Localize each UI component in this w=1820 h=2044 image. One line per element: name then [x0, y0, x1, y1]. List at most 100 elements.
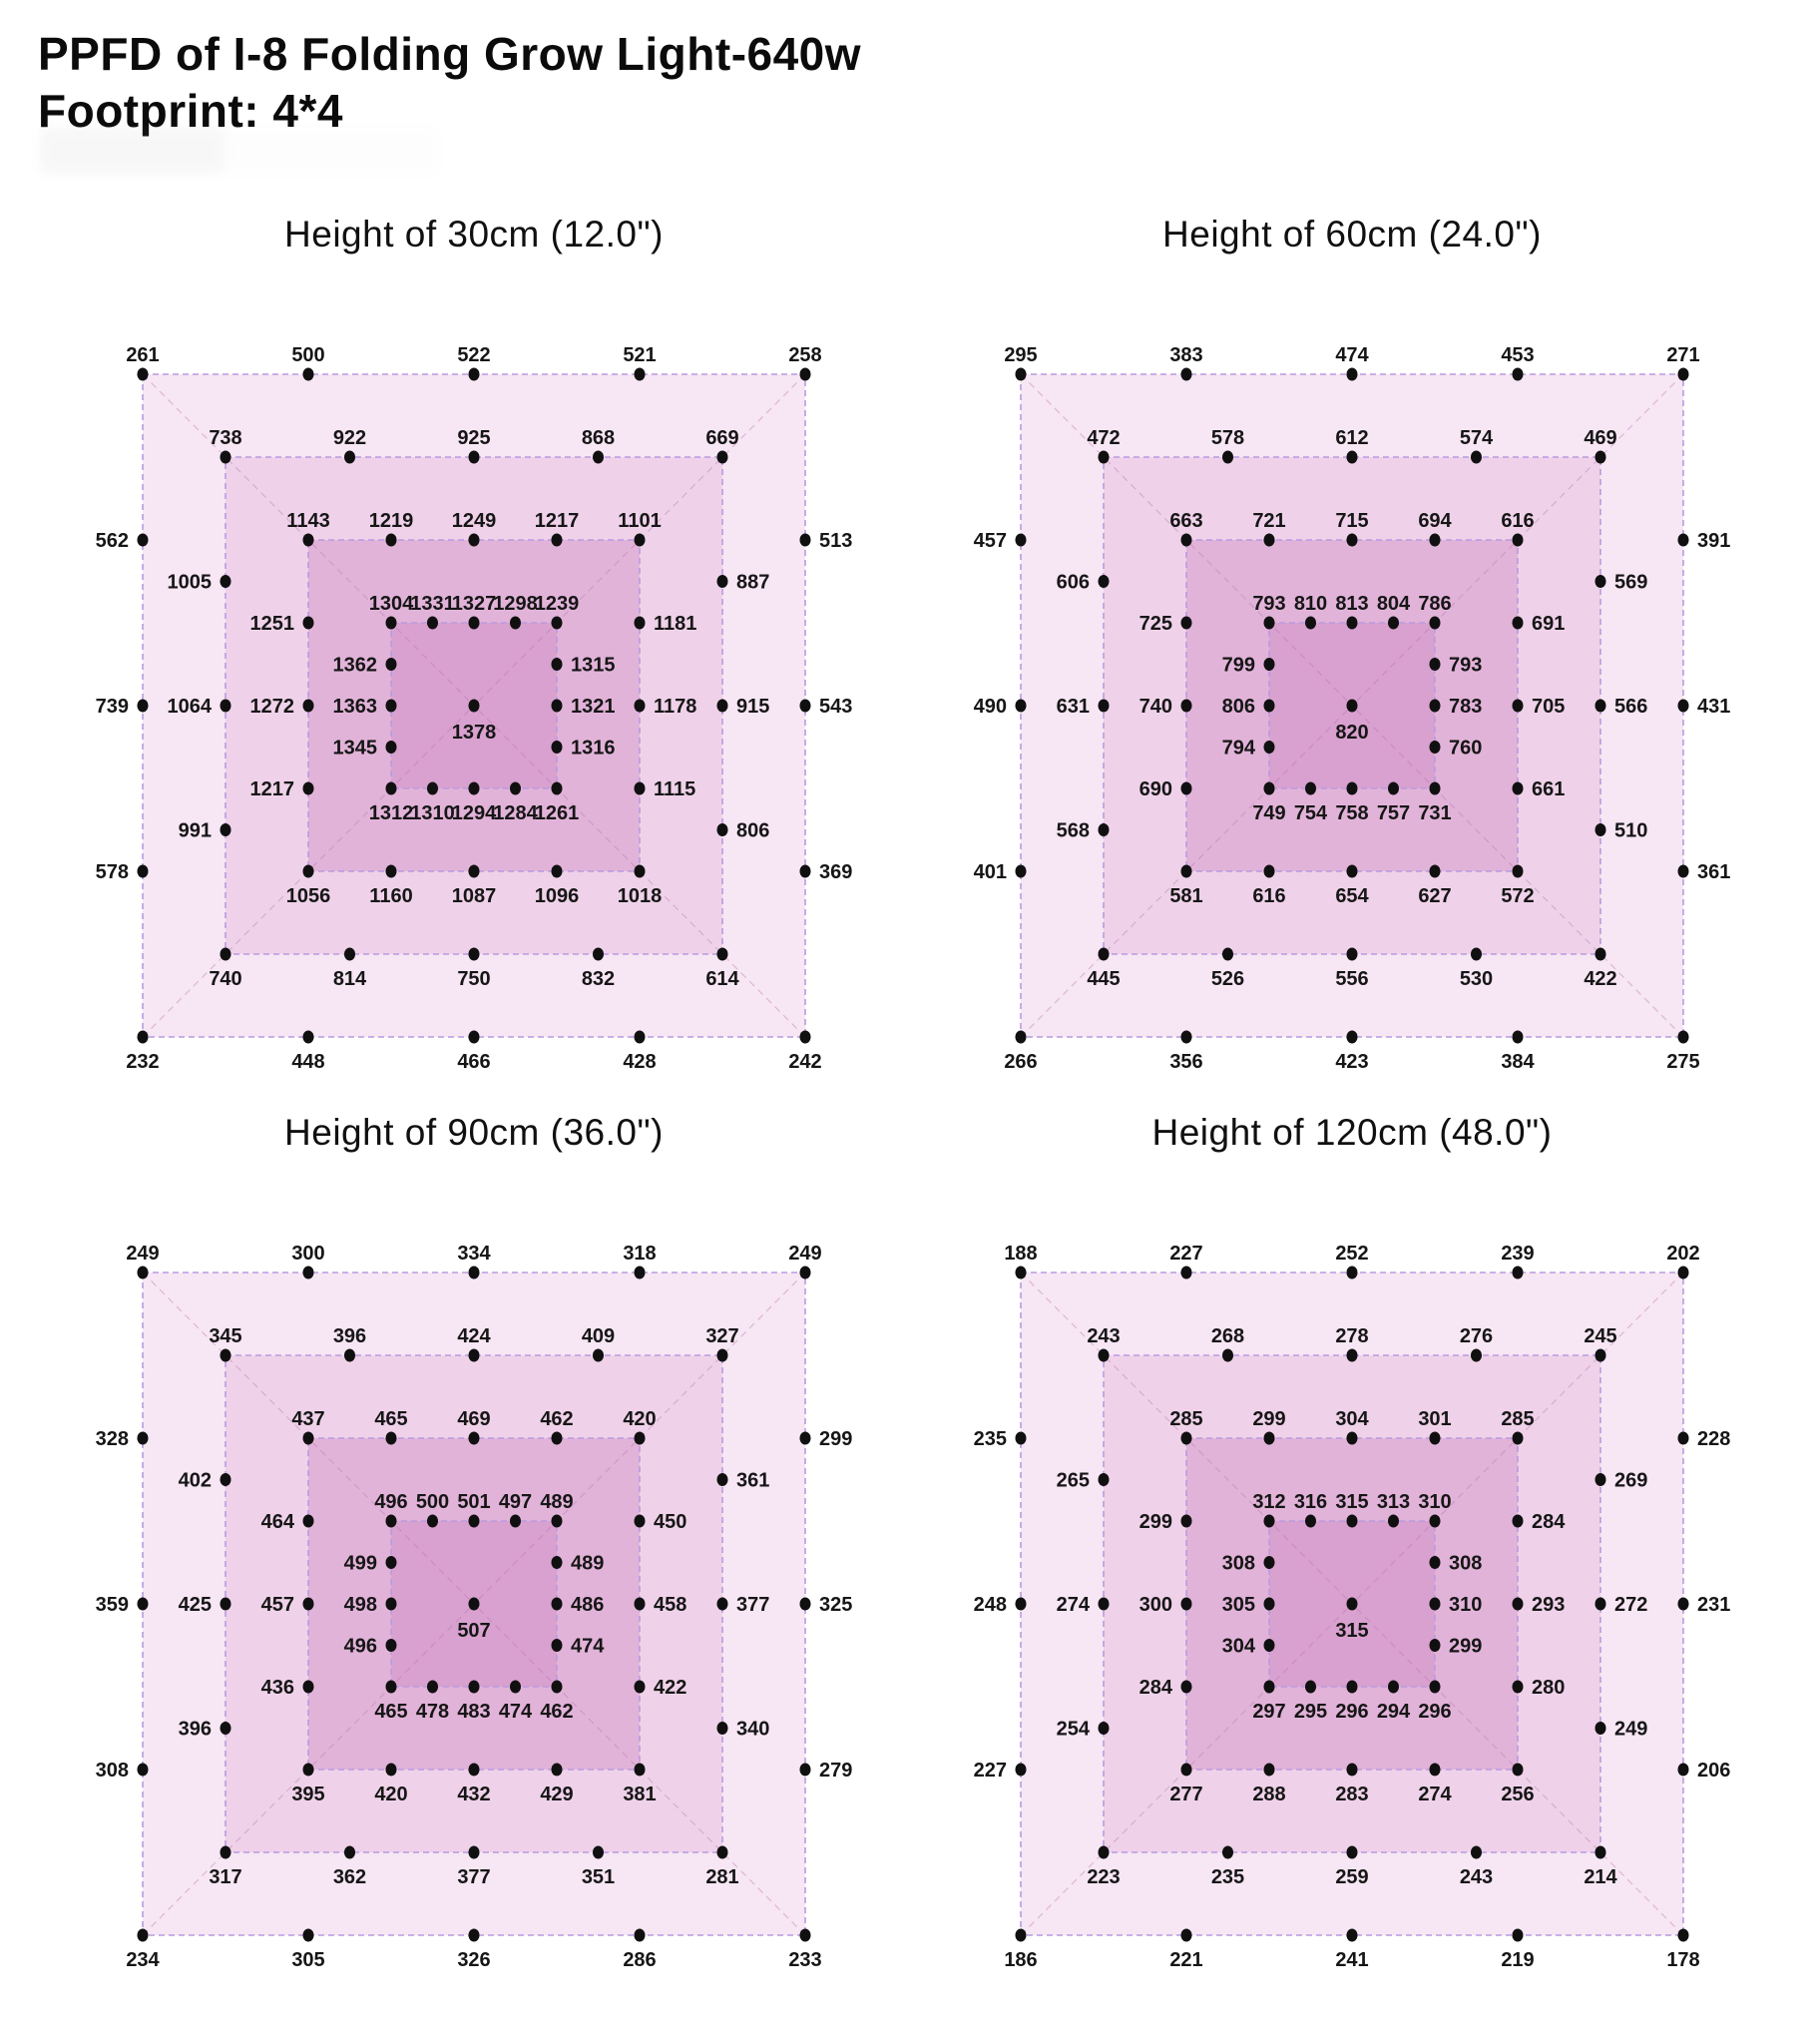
data-point: [1180, 1763, 1192, 1777]
data-point-label: 543: [819, 696, 852, 718]
data-point-label: 810: [1294, 593, 1327, 615]
data-point-label: 315: [1335, 1491, 1368, 1513]
data-point-label: 832: [582, 968, 615, 990]
data-point: [385, 1514, 397, 1528]
data-point-label: 239: [1501, 1243, 1534, 1265]
data-point: [137, 1928, 149, 1942]
data-point-label: 310: [1418, 1491, 1451, 1513]
data-point-label: 925: [457, 427, 490, 449]
data-point: [302, 1597, 314, 1611]
data-point: [1346, 1928, 1358, 1942]
data-point: [634, 864, 646, 878]
data-point: [220, 1597, 231, 1611]
data-point-label: 465: [374, 1701, 407, 1723]
data-point-label: 308: [1449, 1553, 1482, 1575]
data-point: [1471, 947, 1482, 961]
data-point: [220, 1473, 231, 1486]
data-point-label: 813: [1335, 593, 1368, 615]
data-point-label: 654: [1335, 885, 1369, 907]
data-point-label: 725: [1139, 613, 1172, 635]
data-point: [468, 1431, 480, 1445]
data-point-label: 328: [96, 1428, 129, 1450]
data-point: [137, 367, 149, 381]
data-point-label: 432: [457, 1784, 490, 1805]
data-point: [551, 1680, 563, 1694]
data-point: [1594, 947, 1606, 961]
data-point: [634, 533, 646, 547]
data-point: [1512, 1763, 1524, 1777]
data-point-label: 466: [457, 1051, 490, 1073]
data-point-label: 1219: [369, 510, 414, 532]
data-point-label: 245: [1584, 1325, 1616, 1347]
data-point: [137, 1763, 149, 1777]
data-point: [468, 947, 480, 961]
data-point: [1098, 575, 1110, 588]
data-point: [1594, 1348, 1606, 1362]
data-point-label: 469: [457, 1408, 490, 1430]
data-point: [593, 1348, 604, 1362]
data-point: [1180, 1514, 1192, 1528]
data-point-label: 496: [374, 1491, 407, 1513]
data-point: [1015, 1928, 1027, 1942]
data-point: [1263, 864, 1275, 878]
data-point-label: 285: [1501, 1408, 1534, 1430]
data-point: [385, 781, 397, 795]
data-point-label: 472: [1087, 427, 1120, 449]
data-point-label: 362: [333, 1866, 366, 1888]
chart-title-30cm: Height of 30cm (12.0"): [284, 214, 664, 255]
data-point: [1263, 1431, 1275, 1445]
data-point: [1263, 533, 1275, 547]
data-point: [1180, 699, 1192, 713]
data-point-label: 507: [457, 1620, 490, 1642]
data-point-label: 1331: [410, 593, 455, 615]
data-point-label: 757: [1377, 802, 1410, 824]
data-point: [799, 1597, 811, 1611]
data-point: [385, 1680, 397, 1694]
data-point: [1388, 1514, 1399, 1528]
data-point: [1471, 450, 1482, 464]
data-point-label: 868: [582, 427, 615, 449]
data-point: [1429, 1514, 1441, 1528]
data-point: [1346, 1266, 1358, 1279]
data-point: [1180, 781, 1192, 795]
data-point: [1429, 1763, 1441, 1777]
data-point-label: 783: [1449, 696, 1482, 718]
data-point: [468, 1680, 480, 1694]
data-point: [220, 823, 231, 836]
data-point: [302, 781, 314, 795]
data-point: [1429, 616, 1441, 630]
data-point-label: 1239: [535, 593, 580, 615]
ppfd-plot-30cm: 261 500 522 521 258 232 448 466 428 242 562 739 578 5…: [96, 344, 853, 1073]
data-point: [1512, 1514, 1524, 1528]
data-point-label: 308: [1222, 1553, 1255, 1575]
ppfd-plot-60cm: 295 383 474 453 271 266 356 423 384 275 457 490 401 3…: [974, 344, 1731, 1073]
data-point: [716, 1348, 728, 1362]
data-point-label: 1363: [333, 696, 378, 718]
data-point: [1180, 367, 1192, 381]
data-point: [1098, 1473, 1110, 1486]
data-point: [1015, 864, 1027, 878]
data-point-label: 1143: [286, 510, 329, 532]
data-point-label: 436: [261, 1677, 294, 1699]
data-point-label: 401: [974, 861, 1007, 883]
data-point-label: 274: [1418, 1784, 1452, 1805]
data-point-label: 453: [1501, 344, 1534, 366]
data-point-label: 445: [1087, 968, 1120, 990]
data-point: [551, 1763, 563, 1777]
data-point: [468, 1928, 480, 1942]
data-point-label: 202: [1666, 1243, 1699, 1265]
data-point: [302, 533, 314, 547]
data-point-label: 315: [1335, 1620, 1368, 1642]
data-point-label: 288: [1252, 1784, 1285, 1805]
data-point-label: 715: [1335, 510, 1368, 532]
data-point-label: 661: [1532, 778, 1565, 800]
data-point: [1263, 1763, 1275, 1777]
data-point-label: 299: [1139, 1511, 1172, 1533]
data-point: [716, 575, 728, 588]
data-point-label: 1321: [571, 696, 616, 718]
data-point: [385, 616, 397, 630]
data-point: [302, 616, 314, 630]
data-point: [137, 864, 149, 878]
data-point: [1346, 1845, 1358, 1859]
data-point: [510, 781, 521, 795]
